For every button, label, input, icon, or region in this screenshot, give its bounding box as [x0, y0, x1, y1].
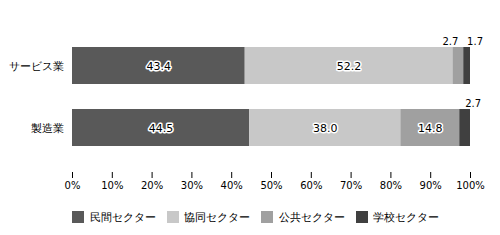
html-text:民間セクター: 民間セクター [89, 208, 156, 224]
html-text:学校セクター: 学校セクター [373, 208, 439, 224]
svg-text:70%: 70% [340, 180, 362, 191]
svg-text:44.5: 44.5 [149, 122, 174, 135]
svg-text:52.2: 52.2 [337, 60, 362, 73]
svg-text:14.8: 14.8 [418, 122, 443, 135]
svg-text:90%: 90% [420, 180, 442, 191]
svg-text:38.0: 38.0 [313, 122, 338, 135]
html-text:協同セクター: 協同セクター [184, 208, 250, 224]
svg-text:43.4: 43.4 [147, 60, 172, 73]
svg-text:40%: 40% [221, 180, 243, 191]
svg-text:20%: 20% [141, 180, 163, 191]
svg-text:製造業: 製造業 [31, 122, 64, 135]
html-text:公共セクター: 公共セクター [278, 208, 345, 224]
svg-text:2.7: 2.7 [442, 36, 458, 47]
svg-text:10%: 10% [101, 180, 123, 191]
svg-text:0%: 0% [65, 180, 81, 191]
svg-text:2.7: 2.7 [465, 98, 481, 109]
svg-text:80%: 80% [380, 180, 402, 191]
svg-text:30%: 30% [181, 180, 203, 191]
svg-text:サービス業: サービス業 [9, 60, 64, 73]
svg-text:1.7: 1.7 [467, 36, 483, 47]
svg-text:60%: 60% [300, 180, 322, 191]
svg-text:100%: 100% [456, 180, 485, 191]
svg-text:50%: 50% [260, 180, 282, 191]
